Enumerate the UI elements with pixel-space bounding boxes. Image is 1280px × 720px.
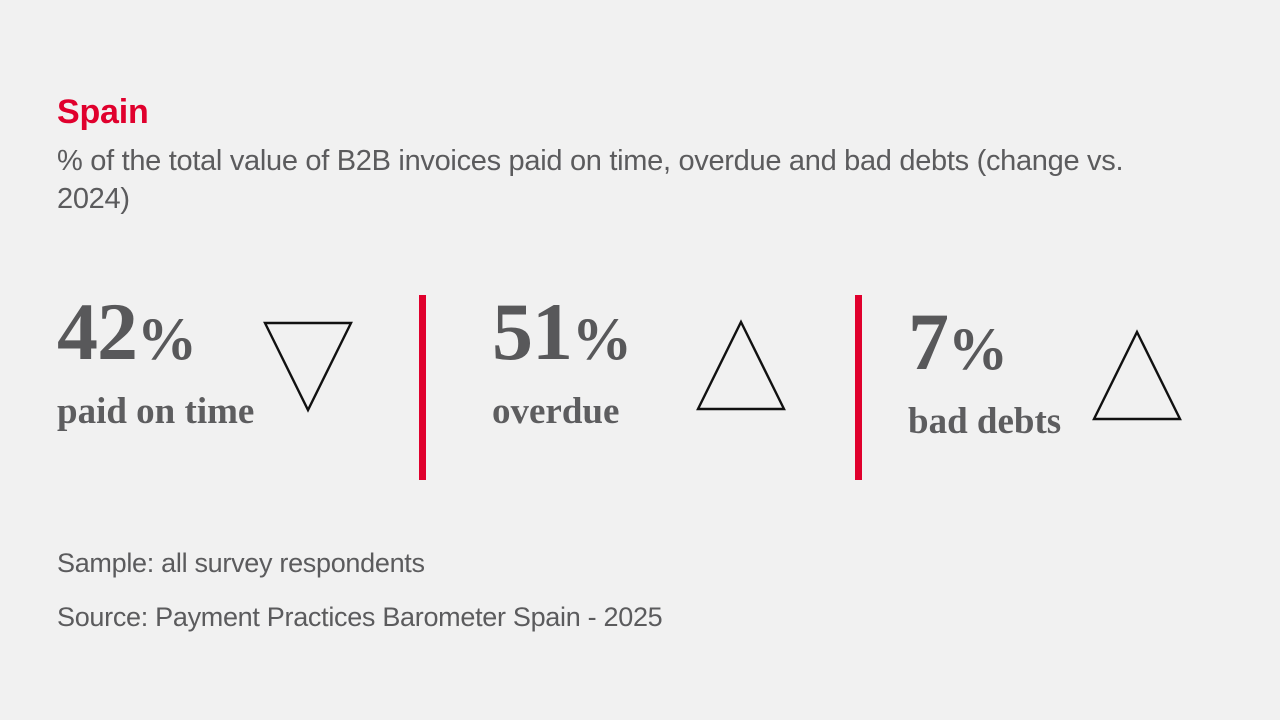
triangle-up-icon bbox=[1091, 328, 1183, 424]
source-note: Source: Payment Practices Barometer Spai… bbox=[57, 602, 663, 632]
percent-sign: % bbox=[572, 306, 632, 372]
stat-block-overdue: 51% overdue bbox=[492, 290, 842, 433]
stat-value-paid-on-time: 42% bbox=[57, 290, 197, 381]
trend-indicator-bad-debts bbox=[1091, 328, 1183, 424]
stat-label-bad-debts: bad debts bbox=[908, 401, 1062, 442]
trend-indicator-overdue bbox=[695, 318, 787, 414]
stat-block-bad-debts: 7% bad debts bbox=[908, 300, 1248, 443]
stat-label-paid-on-time: paid on time bbox=[57, 391, 255, 432]
percent-sign: % bbox=[137, 306, 197, 372]
page-title: Spain bbox=[57, 93, 149, 131]
stat-label-overdue: overdue bbox=[492, 391, 620, 432]
triangle-down-icon bbox=[262, 318, 354, 414]
stat-number: 42 bbox=[57, 286, 138, 377]
footer: Sample: all survey respondents Source: P… bbox=[57, 536, 663, 644]
divider-1 bbox=[419, 295, 426, 480]
stat-value-row: 51% bbox=[492, 290, 842, 381]
stats-row: 42% paid on time 51% overdue bbox=[0, 290, 1280, 490]
trend-indicator-paid-on-time bbox=[262, 318, 354, 414]
stat-number: 7 bbox=[908, 296, 949, 387]
percent-sign: % bbox=[948, 316, 1008, 382]
stat-value-row: 7% bbox=[908, 300, 1248, 391]
sample-note: Sample: all survey respondents bbox=[57, 548, 425, 578]
page-subtitle: % of the total value of B2B invoices pai… bbox=[57, 145, 1124, 215]
header: Spain % of the total value of B2B invoic… bbox=[57, 92, 1217, 218]
stat-value-overdue: 51% bbox=[492, 290, 632, 381]
stat-block-paid-on-time: 42% paid on time bbox=[57, 290, 407, 433]
stat-value-bad-debts: 7% bbox=[908, 300, 1008, 391]
stat-number: 51 bbox=[492, 286, 573, 377]
stat-value-row: 42% bbox=[57, 290, 407, 381]
triangle-up-icon bbox=[695, 318, 787, 414]
divider-2 bbox=[855, 295, 862, 480]
